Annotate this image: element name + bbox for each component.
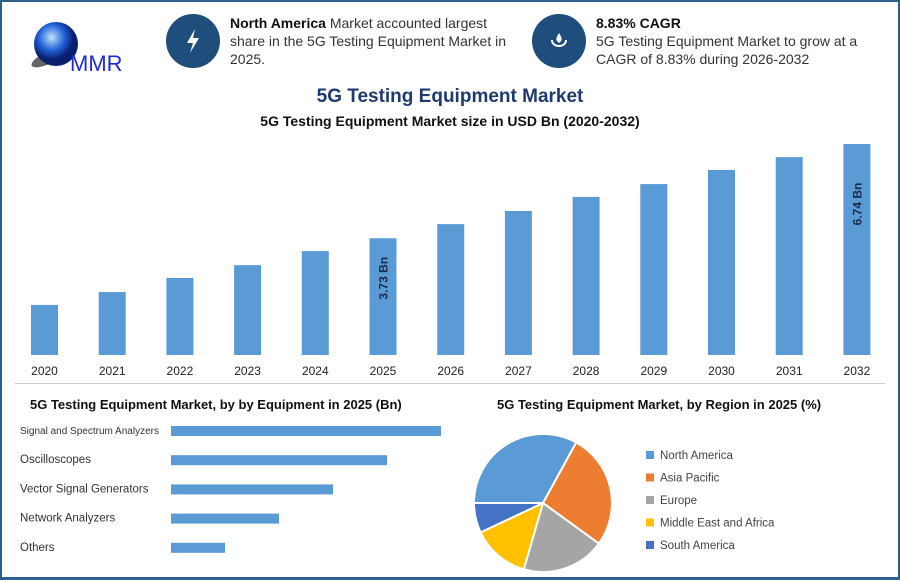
bar-vector-signal-generators [171, 484, 333, 495]
bar-2025 [369, 238, 397, 355]
info2-text: 5G Testing Equipment Market to grow at a… [596, 33, 858, 67]
legend-label: Europe [660, 495, 697, 507]
bar-2026 [437, 224, 465, 355]
bar-network-analyzers [171, 513, 279, 524]
category-label: Signal and Spectrum Analyzers [20, 426, 159, 437]
legend-swatch [646, 451, 654, 459]
lightning-icon [166, 14, 220, 68]
slice-south-america [472, 502, 544, 534]
bar-2027 [504, 210, 532, 355]
bar-2020 [31, 304, 58, 355]
bar-2032 [843, 144, 871, 355]
legend-label: South America [660, 540, 735, 552]
legend-swatch [646, 496, 654, 504]
bar-2023 [234, 265, 262, 355]
x-tick-label: 2032 [844, 364, 871, 378]
x-tick-label: 2025 [370, 364, 397, 378]
bar-2029 [640, 184, 668, 355]
legend-label: North America [660, 450, 733, 462]
bar-2030 [708, 169, 735, 355]
region-pie-chart: North America Asia Pacific Europe Middle Ea… [472, 433, 775, 573]
info-cagr: 8.83% CAGR 5G Testing Equipment Market to… [532, 14, 876, 68]
legend-swatch [646, 518, 654, 527]
data-label: 3.73 Bn [377, 257, 391, 300]
x-tick-label: 2026 [437, 364, 464, 378]
bar-2022 [166, 277, 194, 355]
bar-oscilloscopes [171, 455, 387, 466]
x-tick-label: 2022 [167, 364, 194, 378]
equipment-bar-chart: Signal and Spectrum Analyzers Oscilloscop… [20, 426, 441, 554]
legend-swatch [646, 473, 654, 482]
x-tick-label: 2027 [505, 364, 532, 378]
bar-2024 [301, 251, 329, 355]
chart-title: 5G Testing Equipment Market [316, 86, 584, 107]
category-label: Oscilloscopes [20, 454, 91, 466]
bar-others [171, 542, 225, 553]
hand-drop-icon [532, 14, 586, 68]
info1-text: Market accounted largest share in the 5G… [230, 15, 507, 67]
x-tick-label: 2028 [573, 364, 600, 378]
info2-bold: 8.83% CAGR [596, 15, 681, 31]
equipment-chart-title: 5G Testing Equipment Market, by by Equip… [30, 397, 402, 412]
chart-subtitle: 5G Testing Equipment Market size in USD … [260, 113, 640, 129]
legend-label: Middle East and Africa [660, 518, 775, 530]
slice-middle-east-and-africa [479, 501, 545, 571]
bar-signal-and-spectrum-analyzers [171, 426, 441, 436]
slice-europe [522, 501, 601, 573]
info-north-america: North America Market accounted largest s… [166, 14, 510, 68]
category-label: Network Analyzers [20, 513, 115, 525]
bar-2031 [775, 157, 803, 355]
data-label: 6.74 Bn [850, 183, 864, 226]
mmr-logo: MMR [31, 22, 123, 76]
x-tick-label: 2023 [234, 364, 261, 378]
divider [15, 383, 885, 384]
x-tick-label: 2030 [708, 364, 735, 378]
region-chart-title: 5G Testing Equipment Market, by Region i… [497, 397, 822, 412]
bar-2021 [98, 292, 126, 355]
x-tick-label: 2020 [31, 364, 58, 378]
x-tick-label: 2031 [776, 364, 803, 378]
x-tick-label: 2024 [302, 364, 329, 378]
category-label: Vector Signal Generators [20, 483, 149, 495]
slice-asia-pacific [541, 441, 613, 545]
x-tick-label: 2029 [640, 364, 667, 378]
x-tick-label: 2021 [99, 364, 126, 378]
bar-2028 [572, 196, 600, 355]
slice-north-america [472, 433, 578, 504]
info1-bold: North America [230, 15, 326, 31]
legend-swatch [646, 541, 654, 549]
legend-label: Asia Pacific [660, 473, 720, 485]
market-size-bar-chart: 2020 2021 2022 2023 2024 2025 3.73 Bn 2026 2027 2… [31, 144, 871, 378]
category-label: Others [20, 542, 55, 554]
logo-text: MMR [70, 51, 123, 76]
